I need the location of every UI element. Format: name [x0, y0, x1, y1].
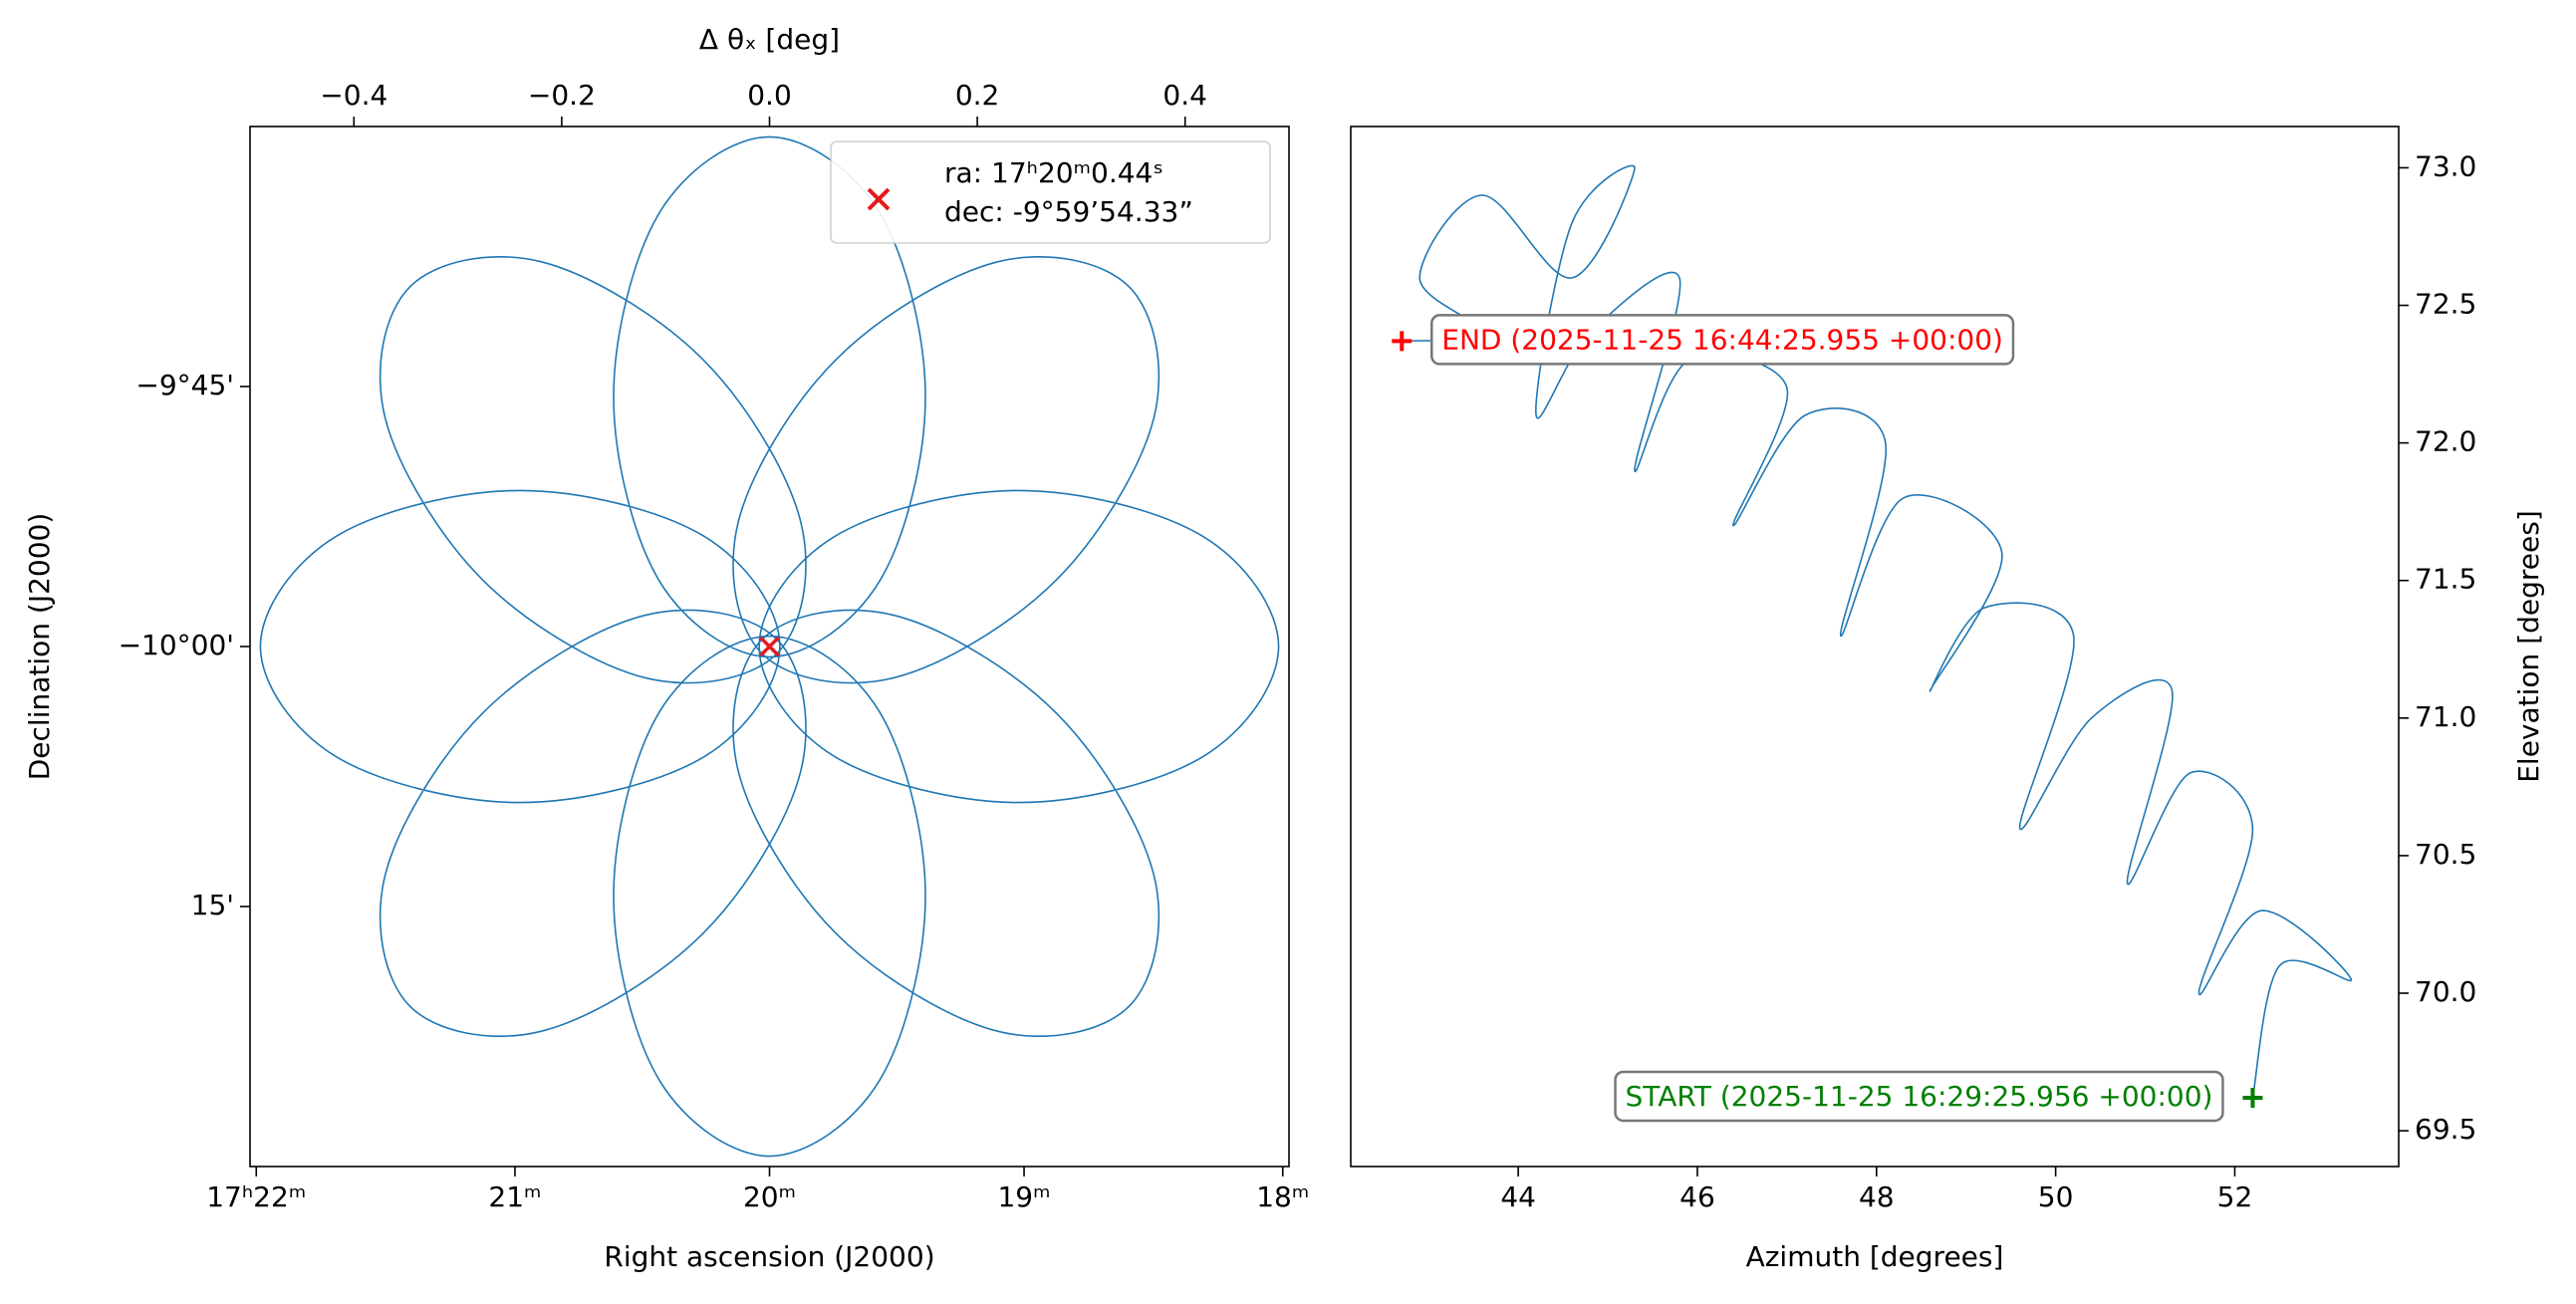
annotation-box	[1430, 314, 2015, 366]
target-marker	[759, 636, 780, 657]
x-tick-label: 21ᵐ	[488, 1180, 541, 1213]
legend-box	[830, 140, 1271, 244]
x-tick-label: 48	[1859, 1180, 1895, 1213]
legend-label: dec: -9°59’54.33”	[944, 195, 1193, 228]
annotation-marker	[2242, 1087, 2263, 1108]
axes-frame	[1350, 126, 2400, 1168]
y-axis-label: Declination (J2000)	[23, 513, 56, 781]
x2-tick-label: −0.4	[320, 79, 387, 112]
x-tick-label: 17ʰ22ᵐ	[206, 1180, 306, 1213]
annotation-marker	[1392, 331, 1413, 352]
x-axis-label: Right ascension (J2000)	[604, 1240, 934, 1273]
annotation-label: START (2025-11-25 16:29:25.956 +00:00)	[1626, 1080, 2213, 1113]
x-tick-label: 50	[2038, 1180, 2074, 1213]
plot-area	[1402, 164, 2353, 1099]
annotation-label: END (2025-11-25 16:44:25.955 +00:00)	[1441, 323, 2003, 356]
annotation-box	[1614, 1070, 2224, 1123]
y-tick-label: 72.0	[2415, 425, 2476, 458]
x-tick-label: 52	[2217, 1180, 2253, 1213]
y-tick-label: 69.5	[2415, 1113, 2476, 1146]
x-tick-label: 46	[1679, 1180, 1715, 1213]
y-tick-label: 70.5	[2415, 838, 2476, 871]
x2-tick-label: 0.2	[955, 79, 1000, 112]
y-tick-label: 71.0	[2415, 700, 2476, 733]
legend-marker	[867, 187, 891, 211]
trajectory	[1402, 164, 2353, 1099]
x-tick-label: 44	[1500, 1180, 1536, 1213]
x2-tick-label: 0.0	[747, 79, 792, 112]
y-tick-label: −10°00'	[119, 629, 234, 661]
y-tick-label: −9°45'	[135, 369, 234, 401]
legend: ra: 17ʰ20ᵐ0.44ˢ dec: -9°59’54.33”	[830, 140, 1271, 244]
x2-tick-label: −0.2	[528, 79, 596, 112]
x-tick-label: 19ᵐ	[997, 1180, 1050, 1213]
y-tick-label: 73.0	[2415, 149, 2476, 182]
y-tick-label: 72.5	[2415, 288, 2476, 321]
y-tick-label: 15'	[191, 889, 234, 921]
y-tick-label: 71.5	[2415, 563, 2476, 596]
y-axis-label: Elevation [degrees]	[2512, 510, 2545, 783]
x-tick-label: 20ᵐ	[743, 1180, 796, 1213]
legend-label: ra: 17ʰ20ᵐ0.44ˢ	[944, 156, 1163, 189]
x2-tick-label: 0.4	[1162, 79, 1207, 112]
x-tick-label: 18ᵐ	[1256, 1180, 1309, 1213]
x2-axis-label: Δ θₓ [deg]	[699, 23, 840, 56]
x-axis-label: Azimuth [degrees]	[1746, 1240, 2004, 1273]
y-tick-label: 70.0	[2415, 975, 2476, 1008]
